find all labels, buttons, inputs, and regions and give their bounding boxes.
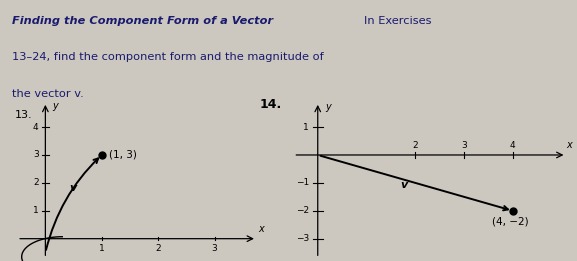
Text: y: y [52, 100, 58, 111]
Text: Finding the Component Form of a Vector: Finding the Component Form of a Vector [12, 16, 273, 26]
Text: y: y [325, 102, 331, 112]
Text: x: x [258, 224, 264, 234]
Text: the vector v.: the vector v. [12, 89, 83, 99]
Text: 2: 2 [155, 244, 161, 253]
Text: 13–24, find the component form and the magnitude of: 13–24, find the component form and the m… [12, 52, 323, 62]
Text: 1: 1 [33, 206, 39, 215]
Text: 4: 4 [510, 141, 515, 150]
Text: 3: 3 [212, 244, 218, 253]
Text: 2: 2 [413, 141, 418, 150]
Text: 3: 3 [461, 141, 467, 150]
Text: −2: −2 [296, 206, 309, 215]
Text: 1: 1 [304, 123, 309, 132]
Text: 1: 1 [99, 244, 104, 253]
Text: (1, 3): (1, 3) [108, 150, 136, 160]
Text: 4: 4 [33, 123, 39, 132]
Text: 14.: 14. [260, 98, 282, 111]
Text: (4, −2): (4, −2) [492, 216, 529, 226]
Text: In Exercises: In Exercises [364, 16, 431, 26]
Text: 13.: 13. [14, 110, 32, 120]
Text: v: v [400, 180, 408, 191]
Text: −3: −3 [296, 234, 309, 243]
Text: 2: 2 [33, 178, 39, 187]
Text: x: x [567, 140, 572, 150]
Text: v: v [69, 183, 76, 193]
Text: 3: 3 [33, 151, 39, 159]
Text: −1: −1 [296, 178, 309, 187]
